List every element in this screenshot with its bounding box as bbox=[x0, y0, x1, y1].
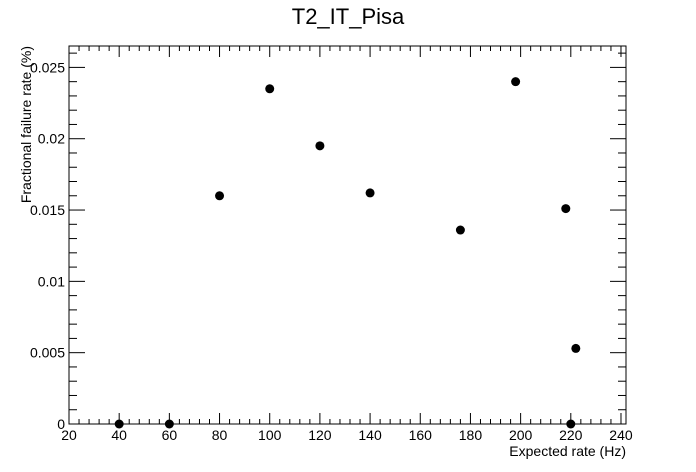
x-tick-label: 80 bbox=[212, 427, 228, 443]
x-tick-label: 220 bbox=[559, 427, 583, 443]
y-tick-label: 0.02 bbox=[38, 131, 65, 147]
x-tick-label: 240 bbox=[609, 427, 633, 443]
x-axis-ticks bbox=[68, 46, 622, 424]
x-tick-label: 200 bbox=[509, 427, 533, 443]
y-tick-label: 0 bbox=[57, 416, 65, 432]
y-axis-tick-labels: 0 0.005 0.01 0.015 0.02 0.025 bbox=[30, 59, 65, 432]
x-tick-label: 120 bbox=[308, 427, 332, 443]
x-tick-label: 100 bbox=[258, 427, 282, 443]
data-point bbox=[315, 141, 325, 151]
x-tick-label: 40 bbox=[111, 427, 127, 443]
x-tick-label: 20 bbox=[61, 427, 77, 443]
data-points bbox=[114, 77, 581, 429]
x-tick-label: 60 bbox=[162, 427, 178, 443]
data-point bbox=[571, 343, 581, 353]
chart-title: T2_IT_Pisa bbox=[292, 4, 405, 29]
data-point bbox=[455, 225, 465, 235]
data-point bbox=[566, 419, 576, 429]
y-axis-ticks bbox=[69, 52, 626, 425]
data-point bbox=[114, 419, 124, 429]
data-point bbox=[561, 204, 571, 214]
data-point bbox=[365, 188, 375, 198]
x-axis-tick-labels: 20 40 60 80 100 120 140 160 180 200 220 240 bbox=[61, 427, 633, 443]
x-tick-label: 180 bbox=[459, 427, 483, 443]
data-point bbox=[215, 191, 225, 201]
y-axis-label: Fractional failure rate (%) bbox=[18, 46, 34, 203]
data-point bbox=[265, 84, 275, 94]
y-tick-label: 0.01 bbox=[38, 273, 65, 289]
y-tick-label: 0.005 bbox=[30, 345, 65, 361]
y-tick-label: 0.025 bbox=[30, 59, 65, 75]
x-axis-label: Expected rate (Hz) bbox=[509, 443, 626, 459]
data-point bbox=[164, 419, 174, 429]
y-tick-label: 0.015 bbox=[30, 202, 65, 218]
data-point bbox=[511, 77, 521, 87]
x-tick-label: 140 bbox=[358, 427, 382, 443]
plot-frame bbox=[68, 45, 627, 425]
x-tick-label: 160 bbox=[409, 427, 433, 443]
